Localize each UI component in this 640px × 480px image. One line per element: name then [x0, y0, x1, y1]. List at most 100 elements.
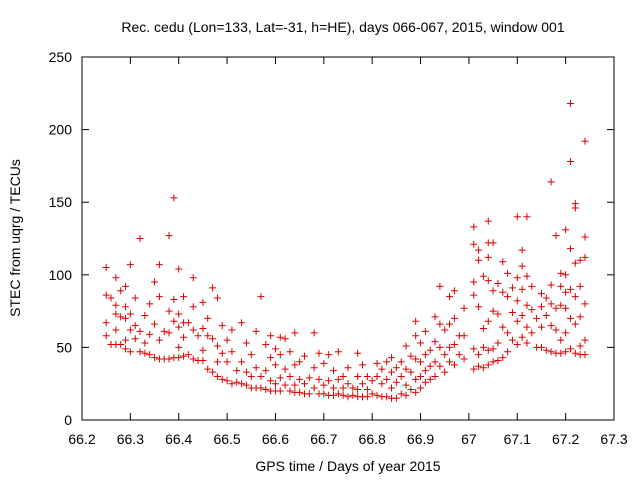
data-point: [238, 358, 246, 366]
data-point: [547, 348, 555, 356]
data-point: [373, 372, 381, 380]
data-point: [242, 368, 250, 376]
data-point: [417, 339, 425, 347]
data-point: [484, 361, 492, 369]
data-point: [402, 391, 410, 399]
data-point: [562, 288, 570, 296]
data-point: [479, 272, 487, 280]
data-point: [383, 375, 391, 383]
data-point: [262, 386, 270, 394]
data-point: [484, 277, 492, 285]
data-point: [547, 178, 555, 186]
axis-ticks: [81, 56, 615, 421]
data-point: [281, 335, 289, 343]
data-point: [180, 333, 188, 341]
data-point: [165, 232, 173, 240]
data-point: [146, 300, 154, 308]
data-point: [441, 368, 449, 376]
data-point: [339, 384, 347, 392]
data-point: [455, 351, 463, 359]
data-point: [141, 349, 149, 357]
x-tick-label: 66.6: [262, 431, 289, 447]
data-point: [484, 317, 492, 325]
data-point: [436, 343, 444, 351]
data-point: [262, 367, 270, 375]
data-point: [242, 339, 250, 347]
data-point: [407, 386, 415, 394]
data-point: [102, 332, 110, 340]
data-point: [576, 256, 584, 264]
data-point: [276, 351, 284, 359]
data-point: [325, 351, 333, 359]
x-tick-label: 67.1: [504, 431, 531, 447]
data-point: [441, 351, 449, 359]
data-point: [320, 359, 328, 367]
y-tick-labels: 0 50 100 150 200 250: [49, 49, 73, 428]
data-point: [112, 326, 120, 334]
data-point: [175, 354, 183, 362]
data-point: [204, 365, 212, 373]
data-point: [489, 239, 497, 247]
data-point: [218, 322, 226, 330]
data-point: [359, 380, 367, 388]
data-point: [562, 329, 570, 337]
data-point: [271, 345, 279, 353]
data-point: [310, 364, 318, 372]
data-point: [180, 293, 188, 301]
data-point: [184, 351, 192, 359]
data-point: [291, 361, 299, 369]
data-point: [581, 233, 589, 241]
data-point: [146, 330, 154, 338]
data-point: [175, 265, 183, 273]
data-point: [547, 281, 555, 289]
data-point: [513, 340, 521, 348]
data-point: [141, 311, 149, 319]
data-point: [566, 158, 574, 166]
data-point: [392, 364, 400, 372]
data-point: [334, 390, 342, 398]
data-point: [329, 384, 337, 392]
data-point: [368, 377, 376, 385]
data-point: [489, 287, 497, 295]
data-point: [528, 306, 536, 314]
data-point: [136, 327, 144, 335]
data-point: [557, 336, 565, 344]
data-point: [571, 320, 579, 328]
data-point: [122, 303, 130, 311]
data-point: [417, 384, 425, 392]
data-point: [131, 322, 139, 330]
data-point: [349, 384, 357, 392]
data-point: [218, 349, 226, 357]
data-point: [523, 339, 531, 347]
data-point: [267, 332, 275, 340]
data-point: [320, 390, 328, 398]
data-point: [281, 381, 289, 389]
data-point: [126, 310, 134, 318]
y-tick-label: 200: [49, 122, 73, 138]
data-point: [291, 329, 299, 337]
data-point: [378, 380, 386, 388]
data-point: [470, 365, 478, 373]
data-point: [107, 294, 115, 302]
data-point: [436, 282, 444, 290]
data-point: [552, 232, 560, 240]
data-point: [233, 378, 241, 386]
data-point: [136, 235, 144, 242]
data-point: [484, 217, 492, 225]
data-point: [566, 314, 574, 322]
data-point: [170, 194, 178, 202]
x-tick-label: 67: [461, 431, 477, 447]
data-point: [484, 253, 492, 261]
y-tick-label: 0: [64, 412, 72, 428]
data-point: [170, 295, 178, 303]
data-point: [199, 356, 207, 364]
data-point: [151, 320, 159, 328]
data-point: [470, 240, 478, 248]
data-point: [397, 358, 405, 366]
data-point: [102, 291, 110, 299]
data-point: [397, 390, 405, 398]
data-point: [329, 391, 337, 399]
data-point: [566, 99, 574, 107]
data-point: [359, 361, 367, 369]
data-point: [310, 384, 318, 392]
